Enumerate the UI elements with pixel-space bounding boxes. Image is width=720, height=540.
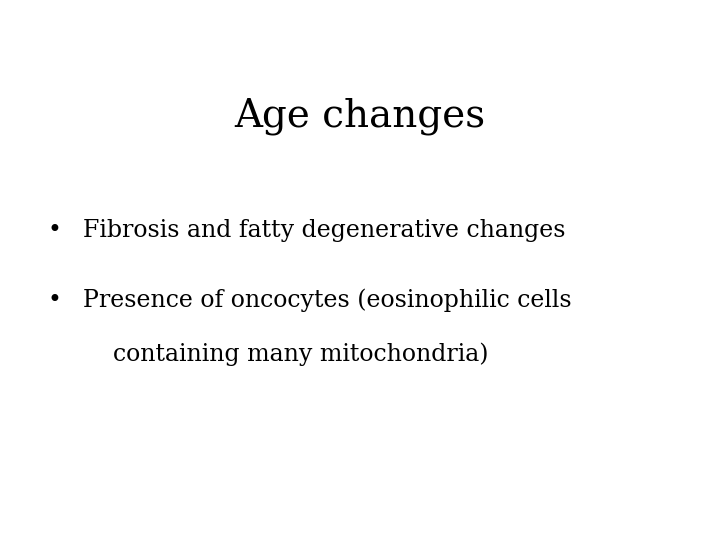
Text: Fibrosis and fatty degenerative changes: Fibrosis and fatty degenerative changes (83, 219, 565, 242)
Text: Age changes: Age changes (235, 97, 485, 134)
Text: containing many mitochondria): containing many mitochondria) (83, 343, 488, 367)
Text: Presence of oncocytes (eosinophilic cells: Presence of oncocytes (eosinophilic cell… (83, 289, 572, 313)
Text: •: • (47, 289, 61, 312)
Text: •: • (47, 219, 61, 242)
